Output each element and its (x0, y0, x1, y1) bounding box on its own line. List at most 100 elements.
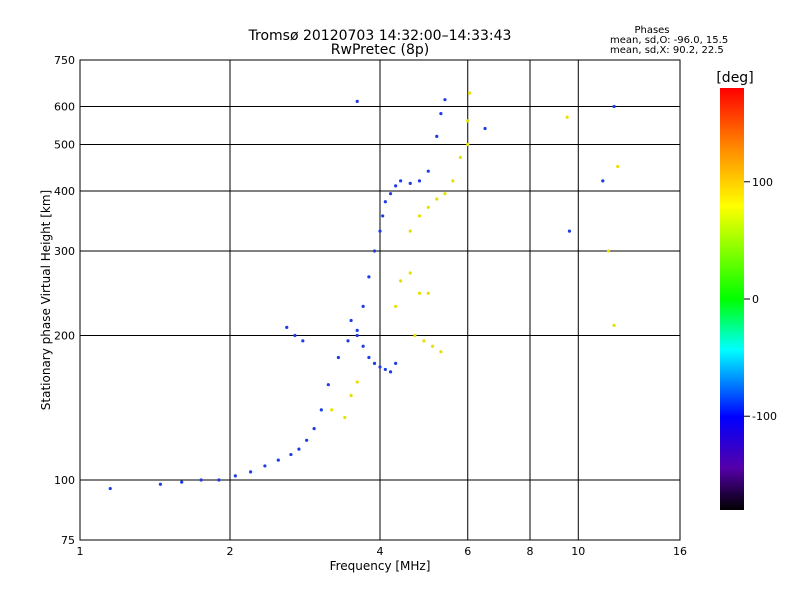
data-point (249, 470, 253, 474)
x-tick-label: 2 (227, 545, 234, 558)
data-point (372, 361, 377, 365)
data-point (466, 142, 470, 147)
data-point (399, 279, 403, 283)
data-point (612, 104, 616, 109)
data-point (355, 380, 359, 384)
data-point (435, 134, 439, 138)
x-axis: 1 2 4 6 8 10 16 (77, 545, 688, 558)
colorbar-label: [deg] (716, 70, 753, 86)
data-point (451, 179, 455, 183)
data-point (199, 478, 203, 482)
data-point (430, 344, 435, 348)
data-point (108, 486, 112, 491)
data-point (408, 229, 412, 233)
colorbar-tick-label: 100 (752, 176, 773, 189)
y-tick-label: 100 (54, 474, 75, 487)
data-point (443, 98, 447, 102)
chart-title: Tromsø 20120703 14:32:00–14:33:43 (248, 28, 512, 44)
data-point (413, 333, 417, 338)
data-point (378, 365, 382, 369)
data-point (426, 291, 430, 295)
data-point (565, 115, 569, 119)
data-point (180, 480, 184, 484)
data-point (367, 275, 371, 279)
data-point (305, 438, 309, 442)
data-point (355, 328, 359, 332)
y-tick-label: 750 (54, 54, 75, 67)
data-point (381, 214, 385, 218)
data-point (466, 119, 470, 123)
data-point (367, 355, 371, 360)
data-point (233, 474, 237, 478)
data-point (616, 164, 620, 169)
data-point (378, 229, 382, 233)
data-point (426, 169, 430, 173)
colorbar (720, 88, 744, 510)
data-points (108, 91, 620, 491)
data-point (399, 179, 403, 183)
data-point (388, 370, 393, 374)
data-point (355, 333, 359, 338)
grid-lines (80, 60, 680, 540)
data-point (417, 179, 422, 183)
data-point (408, 271, 412, 275)
data-point (319, 408, 323, 412)
x-tick-label: 8 (527, 545, 534, 558)
data-point (349, 318, 353, 323)
data-point (301, 339, 305, 343)
data-point (394, 184, 398, 188)
data-point (355, 99, 359, 103)
data-point (361, 344, 365, 348)
data-point (394, 304, 398, 309)
x-axis-label: Frequency [MHz] (330, 559, 431, 573)
phases-heading: Phases (634, 25, 669, 36)
x-tick-label: 10 (571, 545, 585, 558)
data-point (483, 126, 487, 131)
y-axis: 75 100 200 300 400 500 600 750 (54, 54, 75, 547)
data-point (293, 333, 297, 338)
x-tick-label: 6 (464, 545, 471, 558)
data-point (263, 464, 267, 468)
y-tick-label: 500 (54, 139, 75, 152)
data-point (388, 192, 393, 196)
chart-subtitle: RwPretec (8p) (331, 42, 429, 58)
x-tick-label: 1 (77, 545, 84, 558)
data-point (349, 393, 353, 398)
data-point (158, 482, 163, 486)
y-tick-label: 600 (54, 101, 75, 114)
phase-mean-x: mean, sd,X: 90.2, 22.5 (610, 45, 724, 56)
data-point (422, 339, 426, 343)
data-point (458, 155, 463, 160)
data-point (601, 179, 605, 183)
y-axis-label: Stationary phase Virtual Height [km] (39, 190, 53, 410)
data-point (417, 214, 422, 218)
data-point (361, 304, 365, 309)
data-point (435, 197, 439, 201)
data-point (443, 192, 447, 196)
data-point (276, 458, 280, 462)
data-point (383, 200, 387, 204)
data-point (336, 355, 340, 360)
data-point (439, 350, 443, 354)
data-point (217, 478, 221, 482)
y-tick-label: 300 (54, 245, 75, 258)
data-point (343, 415, 347, 420)
data-point (567, 229, 572, 233)
x-tick-label: 16 (673, 545, 687, 558)
data-point (606, 249, 611, 253)
colorbar-tick-label: -100 (752, 410, 777, 423)
data-point (612, 323, 616, 327)
phase-mean-o: mean, sd,O: -96.0, 15.5 (610, 35, 728, 46)
data-point (372, 249, 377, 253)
data-point (417, 291, 422, 295)
data-point (297, 447, 301, 451)
y-tick-label: 75 (61, 534, 75, 547)
data-point (285, 325, 289, 329)
data-point (326, 383, 330, 387)
data-point (467, 91, 472, 95)
data-point (383, 367, 387, 372)
y-tick-label: 400 (54, 185, 75, 198)
data-point (394, 361, 398, 365)
y-tick-label: 200 (54, 330, 75, 343)
